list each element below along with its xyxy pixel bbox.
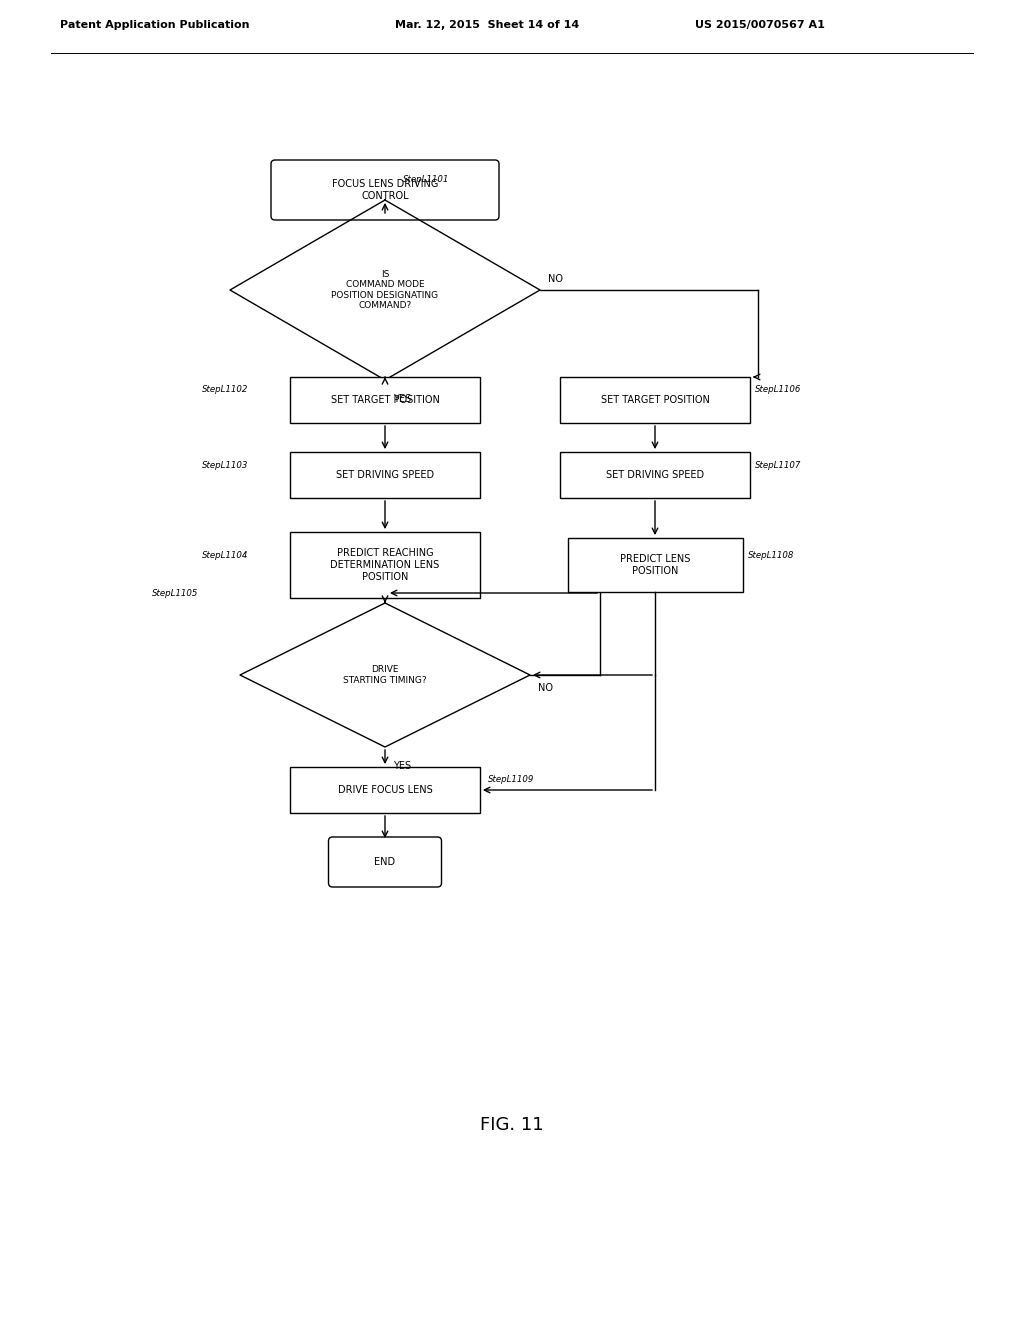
Text: FOCUS LENS DRIVING
CONTROL: FOCUS LENS DRIVING CONTROL <box>332 180 438 201</box>
Text: NO: NO <box>538 682 553 693</box>
Text: YES: YES <box>393 762 411 771</box>
Text: StepL1101: StepL1101 <box>403 176 450 185</box>
Bar <box>567 539 742 591</box>
Text: StepL1105: StepL1105 <box>152 589 199 598</box>
Text: StepL1104: StepL1104 <box>202 550 249 560</box>
Bar <box>290 451 480 498</box>
Text: FIG. 11: FIG. 11 <box>480 1115 544 1134</box>
Bar <box>290 767 480 813</box>
Text: NO: NO <box>548 275 563 284</box>
Text: US 2015/0070567 A1: US 2015/0070567 A1 <box>695 20 825 30</box>
Bar <box>560 451 750 498</box>
Text: YES: YES <box>393 393 411 404</box>
Text: PREDICT LENS
POSITION: PREDICT LENS POSITION <box>620 554 690 576</box>
Text: Mar. 12, 2015  Sheet 14 of 14: Mar. 12, 2015 Sheet 14 of 14 <box>395 20 580 30</box>
Bar <box>560 378 750 422</box>
Polygon shape <box>240 603 530 747</box>
Bar <box>290 378 480 422</box>
Text: DRIVE
STARTING TIMING?: DRIVE STARTING TIMING? <box>343 665 427 685</box>
Text: SET TARGET POSITION: SET TARGET POSITION <box>331 395 439 405</box>
Text: StepL1106: StepL1106 <box>755 385 802 395</box>
FancyBboxPatch shape <box>329 837 441 887</box>
Text: SET DRIVING SPEED: SET DRIVING SPEED <box>336 470 434 480</box>
Text: PREDICT REACHING
DETERMINATION LENS
POSITION: PREDICT REACHING DETERMINATION LENS POSI… <box>331 548 439 582</box>
Bar <box>290 532 480 598</box>
Text: StepL1102: StepL1102 <box>202 385 249 395</box>
Text: SET TARGET POSITION: SET TARGET POSITION <box>600 395 710 405</box>
Text: StepL1103: StepL1103 <box>202 461 249 470</box>
Text: SET DRIVING SPEED: SET DRIVING SPEED <box>606 470 705 480</box>
Text: StepL1109: StepL1109 <box>488 776 535 784</box>
Text: IS
COMMAND MODE
POSITION DESIGNATING
COMMAND?: IS COMMAND MODE POSITION DESIGNATING COM… <box>332 269 438 310</box>
Text: StepL1108: StepL1108 <box>748 550 794 560</box>
Text: DRIVE FOCUS LENS: DRIVE FOCUS LENS <box>338 785 432 795</box>
Polygon shape <box>230 201 540 380</box>
Text: END: END <box>375 857 395 867</box>
FancyBboxPatch shape <box>271 160 499 220</box>
Text: Patent Application Publication: Patent Application Publication <box>60 20 250 30</box>
Text: StepL1107: StepL1107 <box>755 461 802 470</box>
